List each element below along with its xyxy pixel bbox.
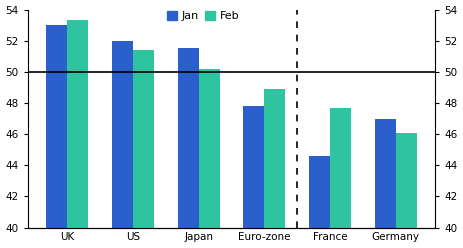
Bar <box>112 41 133 248</box>
Legend: Jan, Feb: Jan, Feb <box>167 11 239 21</box>
Bar <box>375 119 396 248</box>
Bar <box>67 20 88 248</box>
Bar <box>330 108 351 248</box>
Bar <box>244 106 264 248</box>
Bar <box>199 69 219 248</box>
Bar <box>178 49 199 248</box>
Bar <box>46 25 67 248</box>
Bar <box>133 50 154 248</box>
Bar <box>396 133 417 248</box>
Bar <box>309 156 330 248</box>
Bar <box>264 89 285 248</box>
